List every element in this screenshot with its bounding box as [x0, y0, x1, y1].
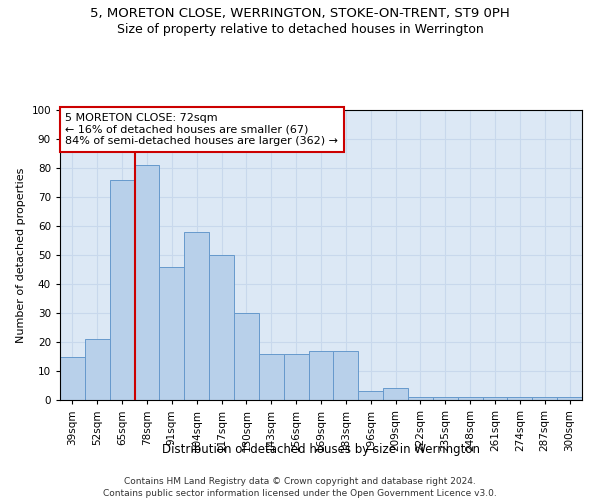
Bar	[458, 397, 482, 400]
Text: Contains public sector information licensed under the Open Government Licence v3: Contains public sector information licen…	[103, 489, 497, 498]
Bar	[532, 397, 557, 400]
Bar	[184, 232, 209, 400]
Bar	[134, 165, 160, 400]
Text: Contains HM Land Registry data © Crown copyright and database right 2024.: Contains HM Land Registry data © Crown c…	[124, 478, 476, 486]
Text: 5 MORETON CLOSE: 72sqm
← 16% of detached houses are smaller (67)
84% of semi-det: 5 MORETON CLOSE: 72sqm ← 16% of detached…	[65, 113, 338, 146]
Bar	[408, 397, 433, 400]
Bar	[358, 392, 383, 400]
Bar	[160, 266, 184, 400]
Text: 5, MORETON CLOSE, WERRINGTON, STOKE-ON-TRENT, ST9 0PH: 5, MORETON CLOSE, WERRINGTON, STOKE-ON-T…	[90, 8, 510, 20]
Bar	[557, 397, 582, 400]
Bar	[433, 397, 458, 400]
Bar	[110, 180, 134, 400]
Bar	[284, 354, 308, 400]
Text: Size of property relative to detached houses in Werrington: Size of property relative to detached ho…	[116, 22, 484, 36]
Bar	[259, 354, 284, 400]
Bar	[85, 339, 110, 400]
Bar	[508, 397, 532, 400]
Bar	[383, 388, 408, 400]
Bar	[60, 356, 85, 400]
Y-axis label: Number of detached properties: Number of detached properties	[16, 168, 26, 342]
Bar	[209, 255, 234, 400]
Bar	[234, 313, 259, 400]
Text: Distribution of detached houses by size in Werrington: Distribution of detached houses by size …	[162, 442, 480, 456]
Bar	[334, 350, 358, 400]
Bar	[482, 397, 508, 400]
Bar	[308, 350, 334, 400]
